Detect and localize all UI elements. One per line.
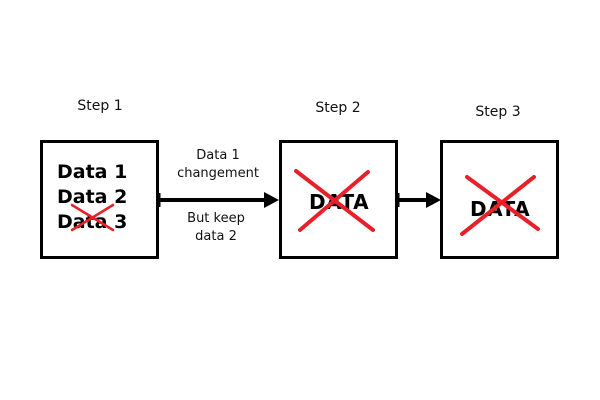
note-line-changement: changement bbox=[177, 165, 259, 181]
step-1-box: Data 1 Data 2 Data 3 bbox=[40, 140, 159, 259]
arrow-step1-to-step2 bbox=[157, 192, 279, 208]
data-2-item: Data 2 bbox=[57, 186, 128, 208]
arrow-1-note-top: Data 1 changement bbox=[177, 147, 259, 182]
step-3-label: Step 3 bbox=[475, 104, 521, 120]
step-2-box: DATA bbox=[279, 140, 398, 259]
step-1-label: Step 1 bbox=[77, 98, 123, 114]
step-3-box: DATA bbox=[440, 140, 559, 259]
data-1-item: Data 1 bbox=[57, 161, 128, 183]
arrow-step2-to-step3 bbox=[396, 192, 441, 208]
note-line-but-keep: But keep bbox=[187, 211, 245, 226]
data-3-item: Data 3 bbox=[57, 211, 128, 233]
note-line-data-2: data 2 bbox=[195, 228, 237, 244]
note-line-data-1: Data 1 bbox=[196, 148, 240, 163]
arrow-1-note-bottom: But keep data 2 bbox=[187, 210, 245, 245]
step-3-data-label: DATA bbox=[470, 197, 531, 221]
step-2-label: Step 2 bbox=[315, 100, 361, 116]
step-2-data-label: DATA bbox=[309, 190, 370, 214]
